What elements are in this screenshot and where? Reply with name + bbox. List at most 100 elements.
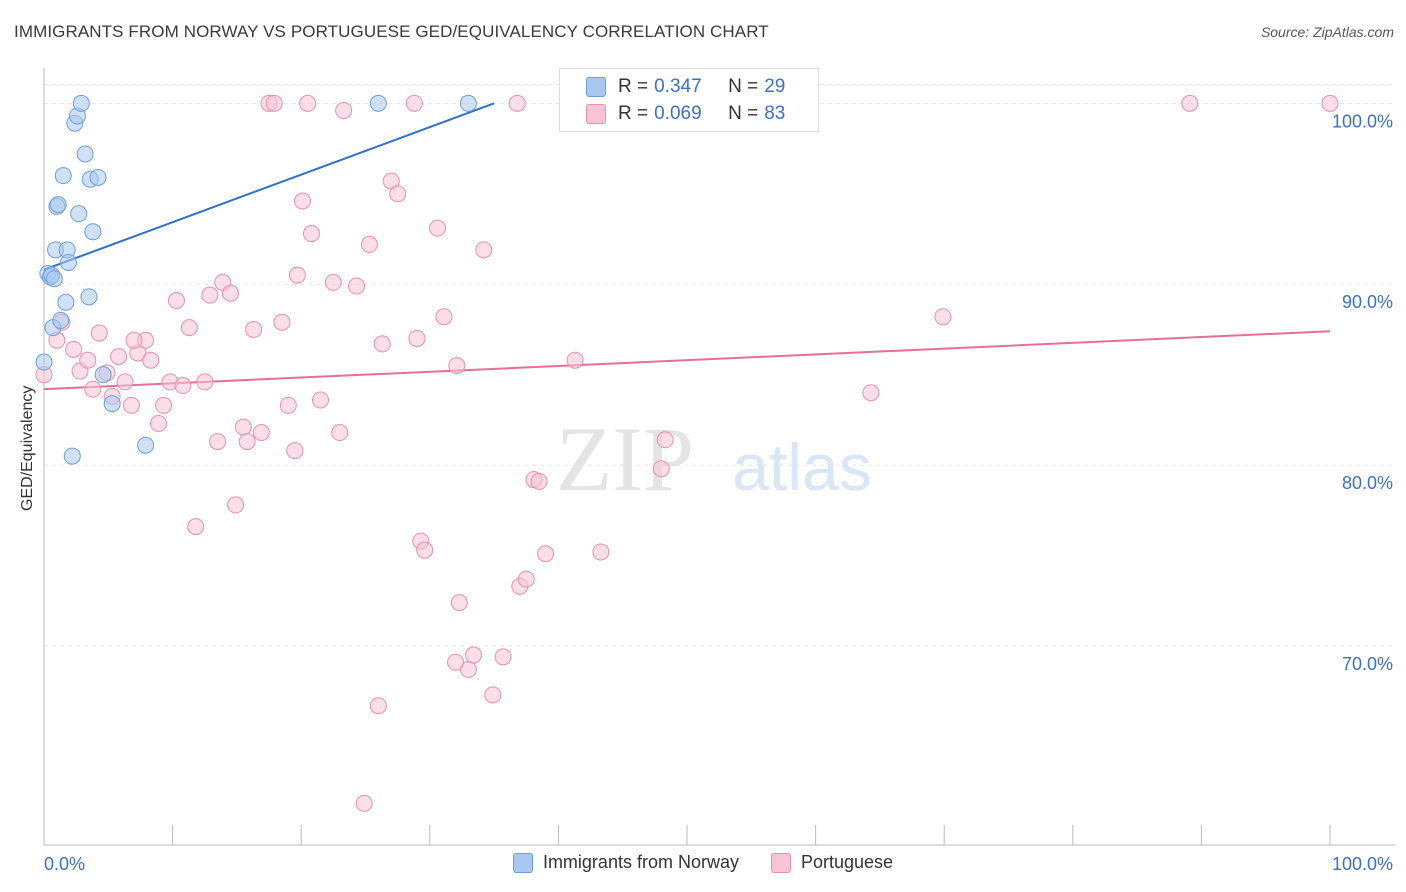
norway-point	[84, 223, 102, 241]
portuguese-point	[450, 594, 468, 612]
portuguese-point	[447, 653, 465, 671]
portuguese-point	[656, 431, 674, 449]
x-tick-label-end: 100.0%	[1332, 854, 1393, 874]
r-value: 0.069	[654, 103, 702, 124]
y-tick-label: 80.0%	[1342, 473, 1393, 493]
portuguese-point	[142, 351, 160, 369]
portuguese-point	[286, 442, 304, 460]
portuguese-point	[347, 277, 365, 295]
watermark-zip: ZIP	[556, 408, 694, 510]
data-points	[35, 94, 1339, 812]
trend-lines	[43, 102, 1331, 391]
portuguese-point	[311, 391, 329, 409]
norway-point	[459, 94, 477, 112]
norway-point	[35, 353, 53, 371]
portuguese-point	[293, 192, 311, 210]
legend-item-portuguese[interactable]: Portuguese	[770, 852, 894, 873]
legend-label-portuguese: Portuguese	[800, 852, 894, 872]
n-label: N =	[728, 76, 759, 97]
portuguese-point	[592, 543, 610, 561]
norway-point	[89, 168, 107, 186]
portuguese-point	[530, 472, 548, 490]
portuguese-point	[537, 545, 555, 563]
y-tick-label: 100.0%	[1332, 111, 1393, 131]
portuguese-point	[167, 291, 185, 309]
portuguese-point	[408, 329, 426, 347]
chart-title: IMMIGRANTS FROM NORWAY VS PORTUGUESE GED…	[14, 22, 769, 41]
norway-trend-line	[43, 102, 495, 271]
norway-point	[59, 254, 77, 272]
portuguese-trend-line	[43, 330, 1331, 391]
portuguese-point	[252, 424, 270, 442]
norway-point	[72, 94, 90, 112]
axes	[43, 68, 1395, 846]
portuguese-point	[484, 686, 502, 704]
portuguese-point	[331, 424, 349, 442]
portuguese-point	[180, 319, 198, 337]
portuguese-point	[174, 377, 192, 395]
portuguese-point	[84, 380, 102, 398]
norway-point	[70, 205, 88, 223]
portuguese-point	[373, 335, 391, 353]
portuguese-point	[369, 697, 387, 715]
series-legend: Immigrants from Norway Portuguese	[0, 852, 1406, 873]
portuguese-point	[429, 219, 447, 237]
portuguese-point	[221, 284, 239, 302]
portuguese-point	[299, 94, 317, 112]
norway-point	[54, 167, 72, 185]
portuguese-point	[1321, 94, 1339, 112]
portuguese-swatch	[770, 852, 791, 873]
portuguese-point	[435, 308, 453, 326]
stats-legend: R = 0.347 N = 29 R = 0.069 N = 83	[559, 68, 819, 132]
n-value: 29	[764, 76, 786, 97]
portuguese-point	[355, 794, 373, 812]
portuguese-point	[110, 348, 128, 366]
portuguese-point	[238, 433, 256, 451]
portuguese-point	[652, 460, 670, 478]
portuguese-point	[1181, 94, 1199, 112]
portuguese-point	[862, 384, 880, 402]
norway-point	[76, 145, 94, 163]
portuguese-point	[360, 235, 378, 253]
r-value: 0.347	[654, 76, 702, 97]
portuguese-point	[416, 541, 434, 559]
portuguese-point	[465, 646, 483, 664]
portuguese-point	[273, 313, 291, 331]
portuguese-point	[279, 396, 297, 414]
n-label: N =	[728, 103, 759, 124]
x-tick-label-start: 0.0%	[44, 854, 85, 874]
portuguese-point	[405, 94, 423, 112]
norway-swatch	[512, 852, 533, 873]
portuguese-point	[187, 518, 205, 536]
norway-point	[137, 436, 155, 454]
portuguese-point	[448, 357, 466, 375]
norway-point	[45, 270, 63, 288]
norway-point	[369, 94, 387, 112]
norway-point	[52, 311, 70, 329]
r-label: R =	[618, 76, 649, 97]
legend-item-norway[interactable]: Immigrants from Norway	[512, 852, 739, 873]
portuguese-point	[934, 308, 952, 326]
watermark-atlas: atlas	[732, 430, 871, 504]
y-tick-label: 70.0%	[1342, 654, 1393, 674]
portuguese-point	[122, 396, 140, 414]
portuguese-point	[302, 225, 320, 243]
tick-labels: 70.0% 80.0% 90.0% 100.0% 0.0% 100.0%	[44, 111, 1393, 874]
portuguese-point	[90, 324, 108, 342]
portuguese-point	[155, 396, 173, 414]
norway-point	[57, 293, 75, 311]
portuguese-point	[508, 94, 526, 112]
portuguese-point	[65, 340, 83, 358]
source-credit: Source: ZipAtlas.com	[1260, 24, 1394, 40]
portuguese-point	[494, 648, 512, 666]
portuguese-point	[116, 373, 134, 391]
portuguese-point	[234, 418, 252, 436]
portuguese-point	[125, 331, 143, 349]
gridlines	[44, 83, 1395, 647]
portuguese-point	[227, 496, 245, 514]
y-tick-label: 90.0%	[1342, 292, 1393, 312]
portuguese-point	[79, 351, 97, 369]
portuguese-point	[389, 185, 407, 203]
legend-label-norway: Immigrants from Norway	[542, 852, 739, 872]
